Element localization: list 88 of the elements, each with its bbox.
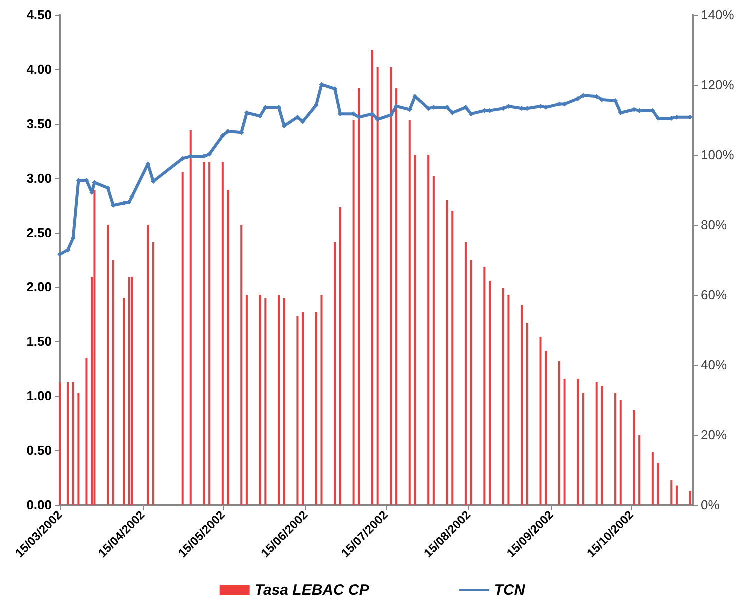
bar	[182, 172, 184, 505]
bar	[689, 491, 692, 505]
y-tick-label: 4.50	[26, 8, 52, 22]
bar	[59, 382, 61, 505]
bar	[240, 225, 243, 505]
bar	[526, 323, 528, 505]
bar	[376, 68, 379, 505]
bar	[278, 295, 280, 505]
y-tick-label: 2.00	[26, 280, 52, 295]
bar	[296, 316, 299, 505]
y-tick-label: 3.00	[26, 170, 52, 186]
bar	[484, 267, 486, 505]
bar	[390, 68, 392, 505]
y-tick-label: 4.00	[26, 62, 52, 77]
y2-tick-label: 0%	[701, 498, 720, 512]
bar	[72, 382, 74, 505]
bar	[86, 358, 88, 505]
bar	[315, 312, 318, 505]
bar	[107, 225, 110, 505]
bar	[577, 379, 580, 505]
y2-tick-label: 20%	[701, 428, 728, 442]
y2-tick-label: 100%	[701, 148, 735, 162]
bar	[408, 120, 411, 505]
bar	[334, 242, 336, 505]
bar	[489, 281, 492, 505]
bar	[222, 162, 224, 505]
bar	[283, 298, 286, 505]
bar	[78, 393, 80, 505]
bar	[302, 312, 304, 505]
bar	[227, 190, 230, 505]
bar	[620, 400, 622, 505]
bar	[652, 452, 654, 505]
bar	[123, 298, 126, 505]
bar	[676, 486, 678, 505]
bar	[128, 278, 130, 505]
bar	[414, 155, 416, 505]
bar	[152, 242, 154, 505]
legend-label: Tasa LEBAC CP	[254, 582, 370, 599]
bar	[94, 190, 96, 505]
y-tick-label: 3.50	[26, 116, 52, 132]
bar	[190, 130, 192, 505]
bar	[352, 120, 355, 505]
y2-tick-label: 120%	[701, 78, 735, 92]
y2-tick-label: 40%	[701, 358, 728, 372]
bar	[670, 480, 673, 505]
bar	[432, 176, 435, 505]
bar	[545, 351, 548, 505]
bar	[131, 278, 134, 505]
y-tick-label: 2.50	[26, 225, 52, 240]
bar	[614, 393, 617, 505]
bar	[452, 211, 454, 505]
bar	[358, 88, 360, 505]
legend-label: TCN	[494, 582, 526, 599]
bar	[540, 337, 542, 505]
bar	[657, 463, 660, 505]
bar	[638, 435, 641, 505]
bar	[246, 295, 248, 505]
bar	[582, 393, 584, 505]
bar	[203, 162, 206, 505]
y-tick-label: 0.50	[26, 443, 52, 458]
bar	[601, 386, 604, 505]
bar	[67, 382, 70, 505]
y-tick-label: 1.50	[26, 334, 52, 350]
bar	[508, 295, 510, 505]
bar	[396, 88, 398, 505]
bar	[521, 306, 524, 505]
bar	[339, 208, 342, 505]
bar	[502, 288, 504, 505]
y2-tick-label: 80%	[701, 218, 728, 232]
bar	[264, 298, 267, 505]
bar	[564, 379, 566, 505]
bar	[446, 200, 448, 505]
bar	[633, 410, 636, 505]
bar	[596, 382, 598, 505]
bar	[259, 295, 262, 505]
y2-tick-label: 140%	[701, 8, 735, 22]
bar	[470, 260, 472, 505]
bar	[208, 162, 211, 505]
bar	[147, 225, 150, 505]
bar	[428, 155, 430, 505]
y2-tick-label: 60%	[701, 288, 728, 302]
bar	[371, 50, 374, 505]
bar	[558, 362, 560, 505]
bar	[320, 295, 323, 505]
y-tick-label: 1.00	[26, 388, 52, 404]
bar	[112, 260, 114, 505]
bar	[464, 242, 467, 505]
y-tick-label: 0.00	[26, 498, 52, 512]
